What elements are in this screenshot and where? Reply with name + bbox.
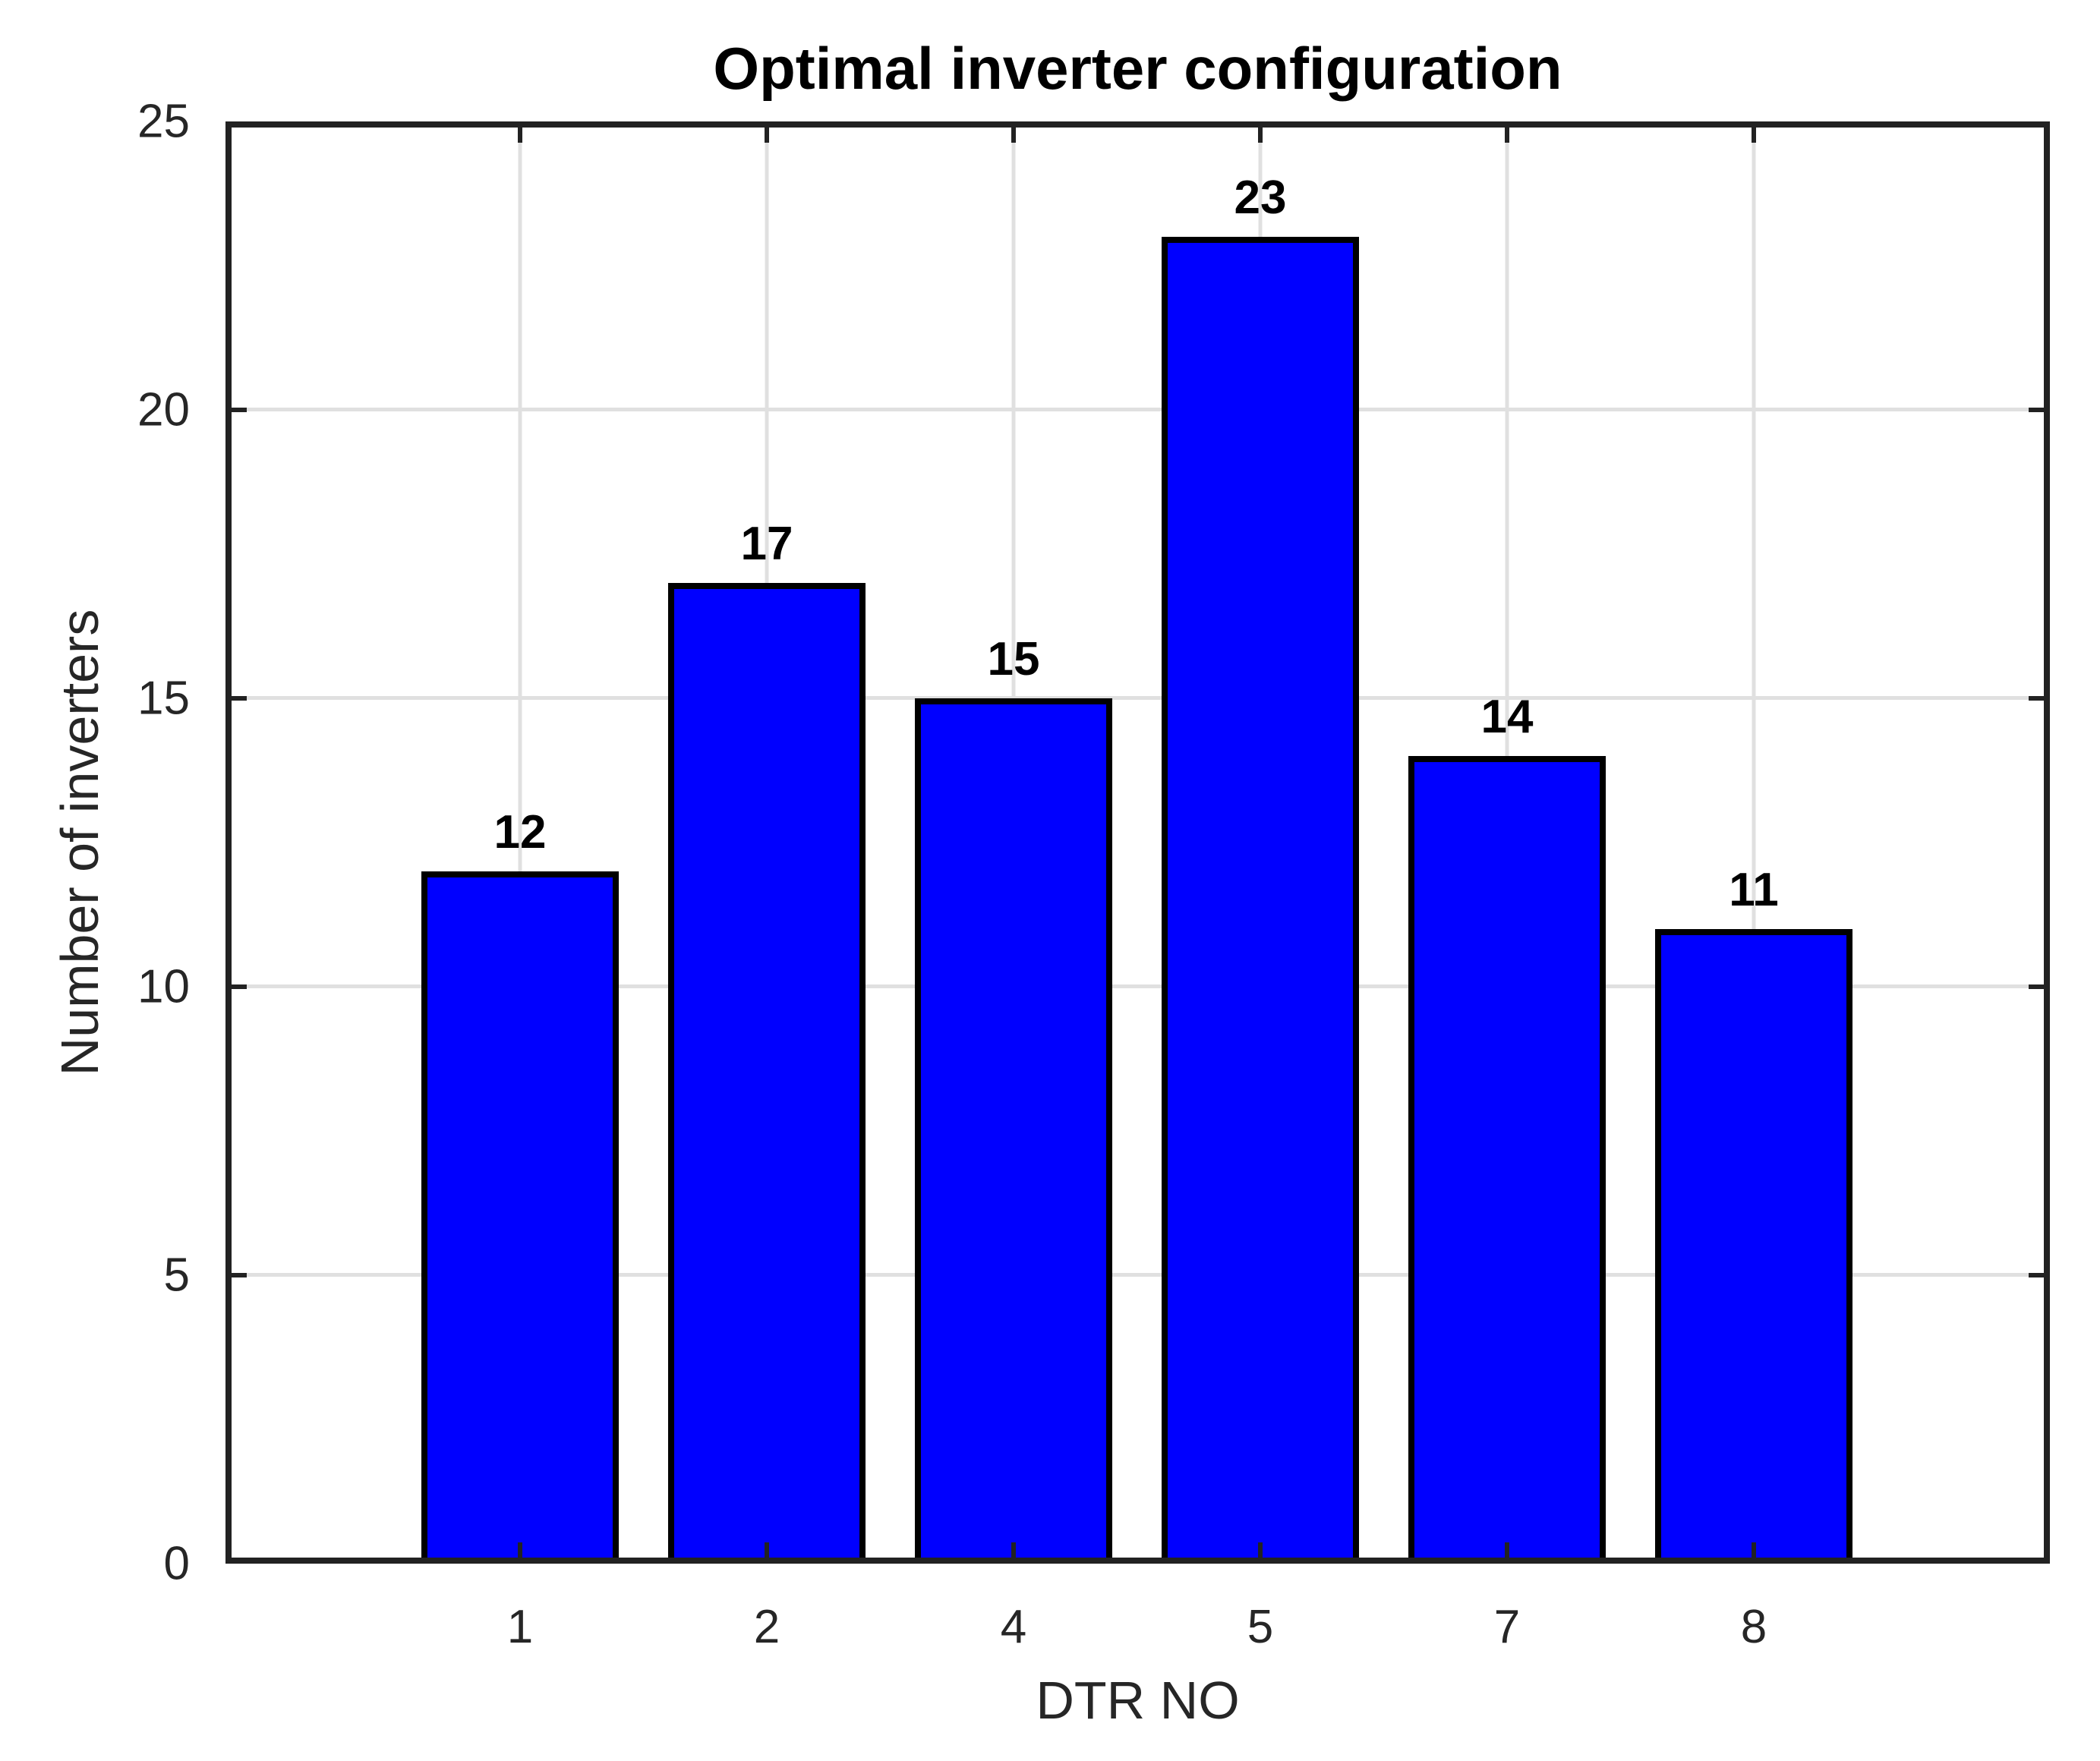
bar-value-label: 14 — [1480, 691, 1534, 743]
y-tick-label: 10 — [137, 960, 190, 1013]
bar — [915, 698, 1113, 1564]
x-tick-label: 4 — [1000, 1601, 1027, 1653]
x-tick-label: 5 — [1247, 1601, 1274, 1653]
y-axis-tick — [225, 408, 247, 412]
x-axis-tick — [518, 1542, 523, 1564]
x-axis-tick — [1752, 1542, 1756, 1564]
x-axis-tick — [1752, 121, 1756, 143]
x-axis-tick — [1505, 121, 1509, 143]
bar — [1408, 756, 1606, 1564]
bar-value-label: 11 — [1729, 864, 1779, 916]
plot-area: 12 17 15 23 14 11 — [225, 121, 2050, 1564]
v-gridline — [1752, 121, 1756, 1564]
x-axis-tick — [765, 1542, 770, 1564]
x-axis-tick — [1011, 121, 1017, 143]
x-axis-label: DTR NO — [1036, 1671, 1240, 1730]
v-gridline — [518, 121, 522, 1564]
x-tick-label: 2 — [753, 1601, 780, 1653]
x-axis-tick — [1258, 121, 1263, 143]
h-gridline — [225, 984, 2050, 988]
bar — [421, 871, 620, 1564]
bar-value-label: 15 — [987, 633, 1040, 685]
y-tick-label: 20 — [137, 383, 190, 436]
chart-title: Optimal inverter configuration — [713, 34, 1562, 102]
x-axis-tick — [1258, 1542, 1263, 1564]
y-axis-tick — [225, 696, 247, 701]
bar-value-label: 17 — [740, 518, 793, 570]
h-gridline — [225, 408, 2050, 411]
y-tick-label: 5 — [163, 1249, 190, 1302]
x-axis-tick — [765, 121, 770, 143]
bar-value-label: 23 — [1234, 172, 1287, 224]
bar — [668, 583, 866, 1564]
y-axis-tick-labels: 0 5 10 15 20 25 — [0, 96, 190, 1590]
x-axis-tick — [1505, 1542, 1509, 1564]
y-tick-label: 25 — [137, 95, 190, 148]
x-axis-tick-labels: 1 2 4 5 7 8 — [225, 1600, 2050, 1661]
y-axis-tick — [2029, 408, 2050, 412]
y-axis-tick — [225, 1273, 247, 1277]
x-tick-label: 8 — [1740, 1601, 1767, 1653]
h-gridline — [225, 1273, 2050, 1277]
h-gridline — [225, 696, 2050, 700]
y-tick-label: 0 — [163, 1537, 190, 1590]
x-axis-tick — [1011, 1542, 1017, 1564]
y-axis-tick — [2029, 696, 2050, 701]
y-axis-tick — [2029, 1273, 2050, 1277]
x-tick-label: 7 — [1493, 1601, 1521, 1653]
y-tick-label: 15 — [137, 672, 190, 725]
y-axis-tick — [2029, 984, 2050, 989]
x-axis-tick — [518, 121, 523, 143]
bar — [1655, 929, 1852, 1564]
bar — [1162, 237, 1360, 1564]
y-axis-tick — [225, 984, 247, 989]
x-tick-label: 1 — [506, 1601, 534, 1653]
bar-value-label: 12 — [493, 806, 547, 858]
